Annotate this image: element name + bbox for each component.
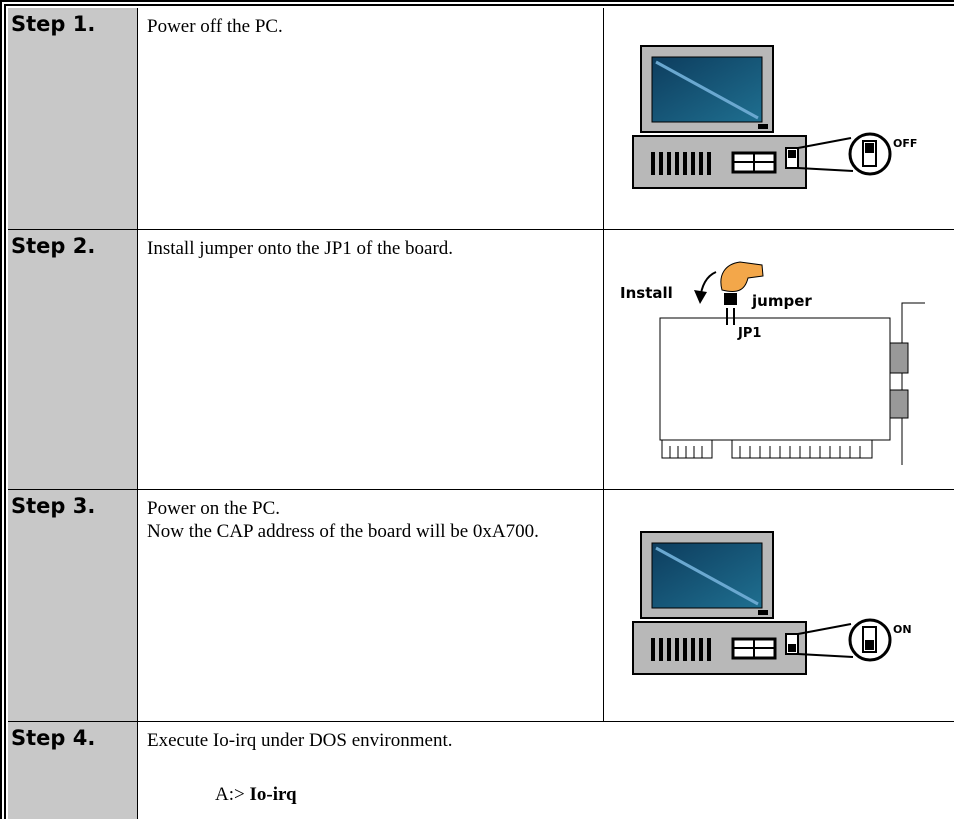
text-line: Execute Io-irq under DOS environment. bbox=[147, 730, 453, 751]
step-label: Step 1. bbox=[8, 8, 138, 230]
computer-off: OFF bbox=[632, 45, 917, 189]
figure-label: Install bbox=[620, 284, 673, 302]
prompt: A:> bbox=[215, 784, 245, 805]
command: Io-irq bbox=[249, 784, 297, 805]
step-text: Execute Io-irq under DOS environment. A:… bbox=[138, 722, 954, 819]
figure-cell bbox=[604, 230, 954, 490]
figure-cell bbox=[604, 490, 954, 722]
step-text: Power off the PC. bbox=[138, 8, 604, 230]
step-text: Install jumper onto the JP1 of the board… bbox=[138, 230, 604, 490]
step-label: Step 3. bbox=[8, 490, 138, 722]
board-illustration: Install jumper JP1 bbox=[620, 261, 925, 465]
computer-on: ON bbox=[632, 531, 912, 675]
command-line: A:> Io-irq bbox=[215, 783, 946, 806]
figure-label: jumper bbox=[751, 292, 812, 310]
switch-label: OFF bbox=[893, 137, 917, 150]
step-label: Step 4. bbox=[8, 722, 138, 819]
text-line: Now the CAP address of the board will be… bbox=[147, 521, 539, 542]
step-label: Step 2. bbox=[8, 230, 138, 490]
text-line: Install jumper onto the JP1 of the board… bbox=[147, 238, 454, 259]
switch-label: ON bbox=[893, 623, 912, 636]
step-text: Power on the PC. Now the CAP address of t… bbox=[138, 490, 604, 722]
figure-cell bbox=[604, 8, 954, 230]
figure-label: JP1 bbox=[737, 326, 761, 341]
text-line: Power off the PC. bbox=[147, 16, 283, 37]
text-line: Power on the PC. bbox=[147, 498, 280, 519]
